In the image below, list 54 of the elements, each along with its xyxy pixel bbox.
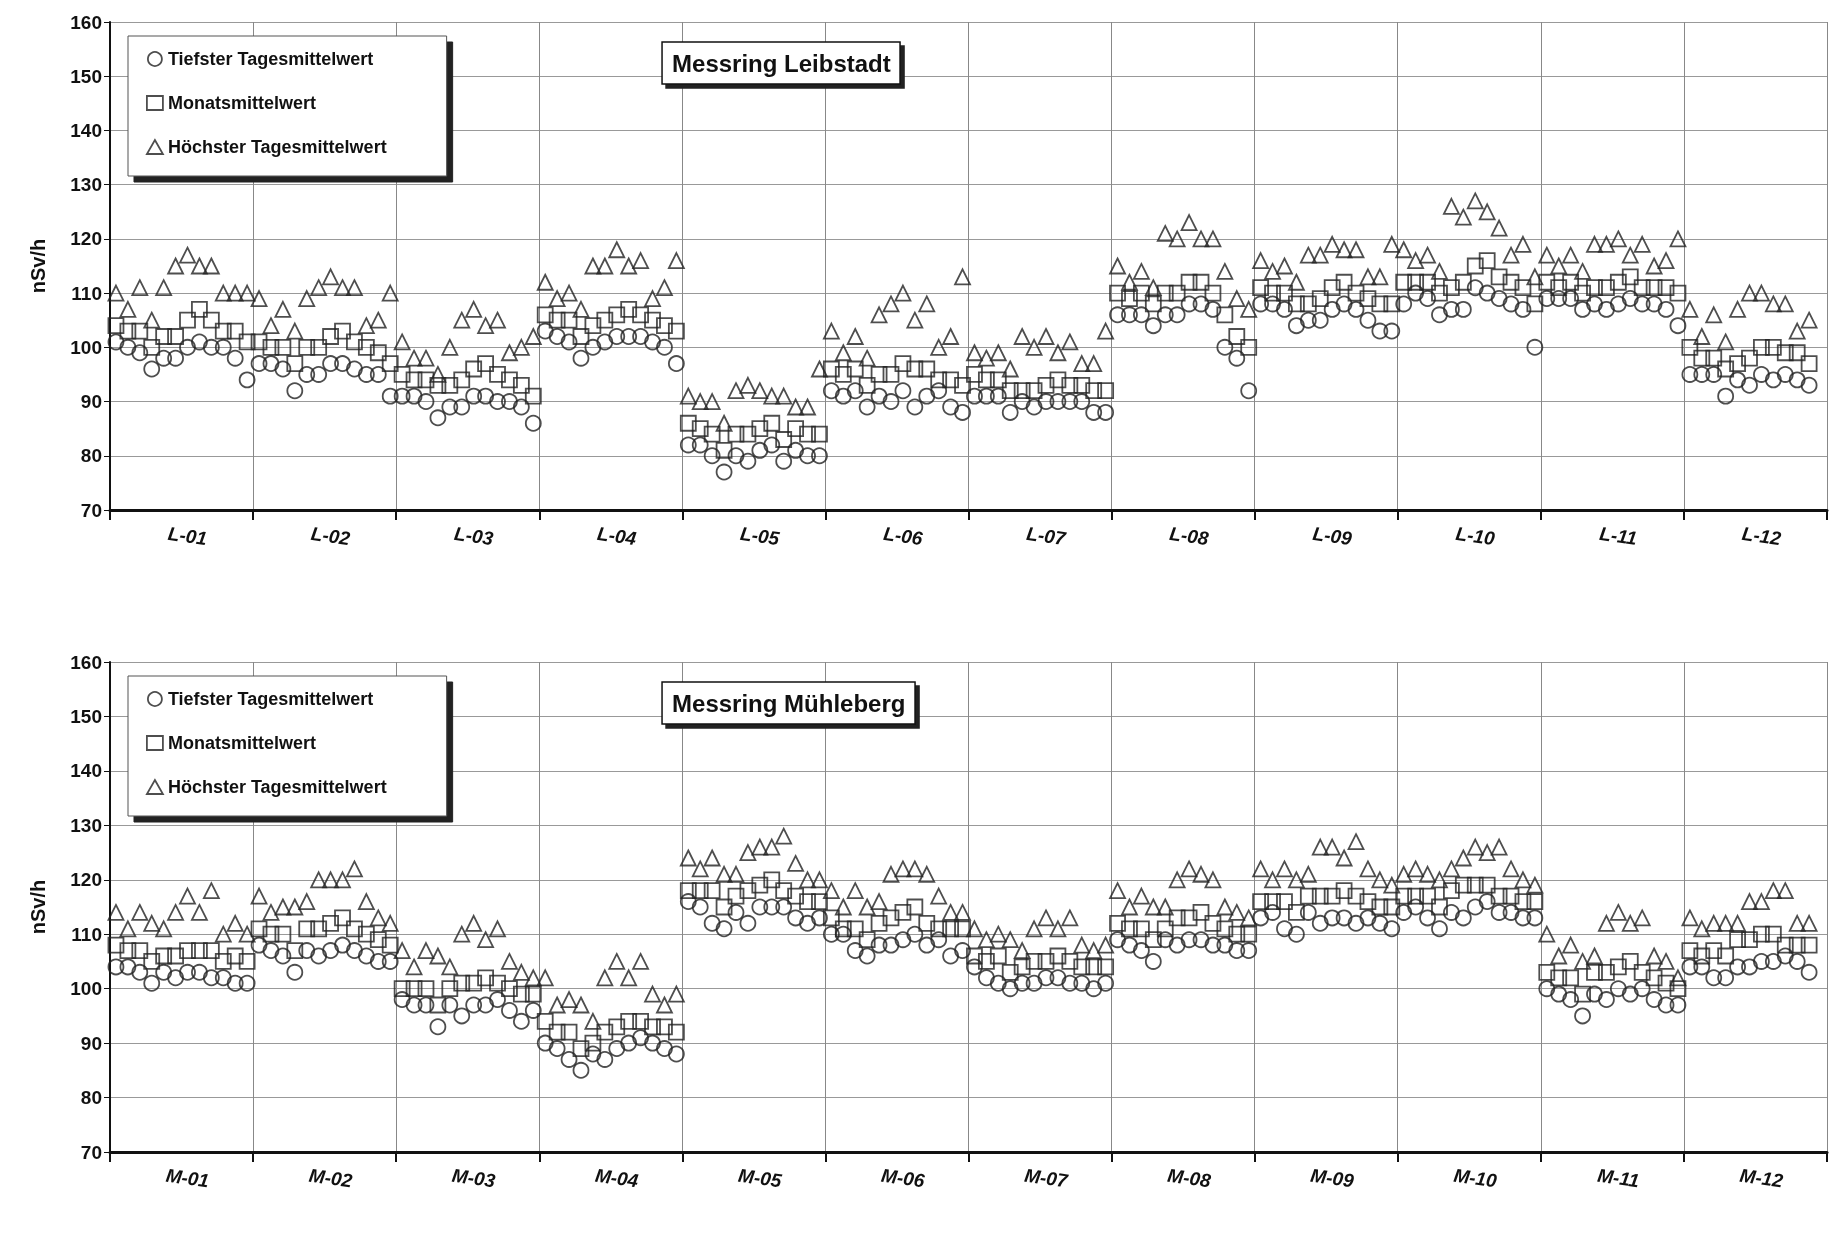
x-tick-label: L-01 xyxy=(166,522,209,550)
x-tick-label: L-08 xyxy=(1168,522,1211,550)
legend-label: Höchster Tagesmittelwert xyxy=(167,137,387,157)
x-tick-label: M-01 xyxy=(164,1164,211,1192)
y-tick-label: 150 xyxy=(70,705,102,727)
y-tick-label: 90 xyxy=(80,391,102,413)
legend-label: Monatsmittelwert xyxy=(167,93,316,113)
x-tick-label: M-07 xyxy=(1023,1164,1071,1192)
y-tick-label: 140 xyxy=(70,119,102,141)
x-tick-label: L-06 xyxy=(882,522,925,550)
x-tick-label: M-04 xyxy=(593,1164,641,1192)
y-tick-label: 70 xyxy=(80,1141,102,1163)
y-tick-label: 140 xyxy=(70,760,102,782)
y-tick-label: 160 xyxy=(70,651,102,673)
text: Messring Leibstadt xyxy=(672,49,891,77)
y-tick-label: 110 xyxy=(71,282,102,304)
y-tick-label: 150 xyxy=(70,65,102,87)
x-tick-label: L-03 xyxy=(452,522,495,550)
legend-label: Tiefster Tagesmittelwert xyxy=(167,49,374,69)
x-tick-label: M-08 xyxy=(1166,1164,1213,1192)
x-tick-label: L-12 xyxy=(1740,522,1783,550)
y-tick-label: 100 xyxy=(70,336,102,358)
x-tick-label: M-05 xyxy=(736,1164,784,1192)
x-tick-label: L-11 xyxy=(1598,522,1639,550)
x-tick-label: M-03 xyxy=(450,1164,497,1192)
legend-label: Höchster Tagesmittelwert xyxy=(167,777,387,797)
y-tick-label: 100 xyxy=(70,978,102,1000)
y-tick-label: 90 xyxy=(80,1032,102,1054)
x-tick-label: L-04 xyxy=(595,522,638,550)
legend-label: Monatsmittelwert xyxy=(167,733,316,753)
x-tick-label: L-05 xyxy=(739,522,782,550)
y-tick-label: 120 xyxy=(70,228,102,250)
x-tick-label: L-02 xyxy=(309,522,352,550)
x-tick-label: M-10 xyxy=(1452,1164,1499,1192)
x-tick-label: L-10 xyxy=(1454,522,1497,550)
y-tick-label: 130 xyxy=(70,174,102,196)
x-tick-label: L-07 xyxy=(1025,522,1069,550)
y-axis-title: nSv/h xyxy=(27,879,49,935)
y-tick-label: 80 xyxy=(80,445,102,467)
x-tick-label: M-11 xyxy=(1596,1164,1641,1192)
text: Messring Mühleberg xyxy=(672,689,906,717)
x-tick-label: M-02 xyxy=(307,1164,354,1192)
x-tick-label: M-09 xyxy=(1309,1164,1356,1192)
y-tick-label: 160 xyxy=(70,11,102,33)
x-tick-label: M-12 xyxy=(1738,1164,1785,1192)
x-tick-label: M-06 xyxy=(880,1164,927,1192)
y-axis-title: nSv/h xyxy=(27,238,49,294)
y-tick-label: 80 xyxy=(80,1087,102,1109)
x-tick-label: L-09 xyxy=(1311,522,1354,550)
y-tick-label: 120 xyxy=(70,869,102,891)
legend-label: Tiefster Tagesmittelwert xyxy=(167,689,374,709)
y-tick-label: 110 xyxy=(71,923,102,945)
y-tick-label: 130 xyxy=(70,814,102,836)
y-tick-label: 70 xyxy=(80,499,102,521)
